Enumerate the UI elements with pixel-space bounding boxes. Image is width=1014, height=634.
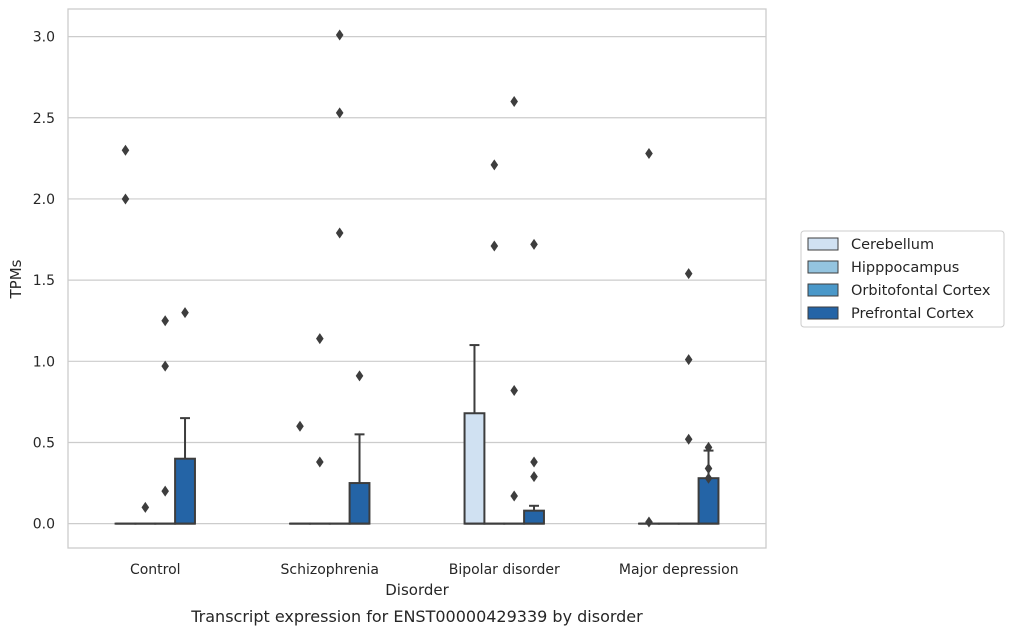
outlier-point — [645, 516, 653, 528]
x-tick-label: Bipolar disorder — [449, 562, 560, 578]
outlier-point — [490, 159, 499, 171]
outlier-point — [181, 307, 189, 319]
outlier-point — [121, 144, 130, 156]
box — [523, 509, 545, 525]
y-tick-label: 1.5 — [33, 273, 55, 289]
legend-swatch — [807, 306, 839, 320]
x-tick-label: Control — [130, 562, 181, 578]
legend-swatch — [807, 283, 839, 297]
x-axis: Control Schizophrenia Bipolar disorder Majo… — [130, 562, 739, 578]
outlier-point — [510, 385, 518, 397]
outlier-point — [704, 472, 713, 484]
legend-swatch — [807, 237, 839, 251]
y-tick-label: 0.5 — [33, 435, 55, 451]
legend-swatch — [807, 260, 839, 274]
y-axis-title: TPMs — [7, 259, 25, 299]
outlier-point — [704, 462, 713, 474]
y-tick-label: 0.0 — [33, 517, 55, 533]
y-tick-label: 3.0 — [33, 30, 55, 46]
legend: Cerebellum Hipppocampus Orbitofontal Corte… — [800, 230, 1005, 328]
box — [174, 457, 196, 525]
x-axis-title: Disorder — [385, 581, 449, 599]
outlier-point — [530, 456, 538, 468]
outlier-point — [510, 490, 518, 502]
y-tick-label: 2.0 — [33, 192, 55, 208]
legend-entry: Cerebellum — [851, 237, 934, 253]
outlier-point — [704, 441, 713, 453]
box — [348, 482, 371, 525]
outlier-point — [645, 147, 653, 159]
outlier-point — [355, 370, 364, 382]
legend-entry: Orbitofontal Cortex — [851, 283, 991, 299]
legend-entry: Hipppocampus — [851, 260, 959, 276]
y-tick-label: 2.5 — [33, 111, 55, 127]
legend-entry: Prefrontal Cortex — [851, 306, 974, 322]
legend-frame — [800, 230, 1005, 328]
outlier-point — [141, 501, 150, 513]
outlier-point — [490, 240, 499, 252]
outlier-point — [335, 29, 344, 41]
outlier-point — [316, 333, 324, 345]
outlier-point — [161, 485, 169, 497]
box — [697, 477, 720, 525]
y-tick-label: 1.0 — [33, 354, 55, 370]
x-tick-label: Major depression — [619, 562, 739, 578]
outlier-point — [335, 107, 344, 119]
outlier-point — [121, 193, 130, 205]
outlier-point — [335, 227, 344, 239]
plot-frame — [67, 8, 767, 549]
outlier-point — [684, 354, 693, 366]
y-axis: 0.0 0.5 1.0 1.5 2.0 2.5 3.0 — [33, 30, 55, 533]
box — [463, 412, 486, 525]
outlier-point — [684, 433, 693, 445]
chart-caption: Transcript expression for ENST0000042933… — [190, 607, 643, 626]
outlier-point — [510, 96, 518, 108]
outlier-point — [161, 315, 169, 327]
outlier-point — [530, 471, 538, 483]
x-tick-label: Schizophrenia — [281, 562, 379, 578]
outlier-point — [316, 456, 324, 468]
outlier-point — [530, 238, 538, 250]
outlier-point — [161, 360, 169, 372]
outlier-point — [296, 420, 304, 432]
outlier-point — [684, 268, 693, 280]
plot-marks — [114, 29, 720, 528]
